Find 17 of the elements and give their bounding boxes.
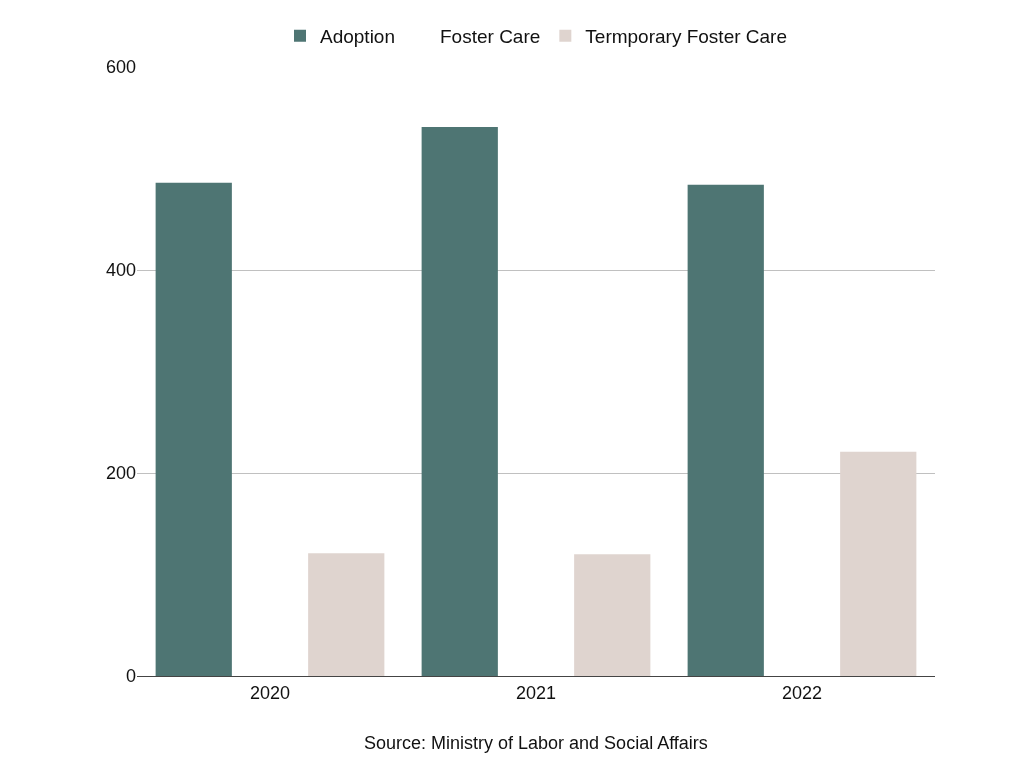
- bar: [574, 554, 651, 676]
- y-tick-label: 0: [125, 666, 136, 687]
- bar: [155, 182, 232, 676]
- bar: [840, 451, 917, 676]
- y-tick-label: 200: [105, 463, 136, 484]
- bar: [687, 184, 764, 676]
- legend-label: Termporary Foster Care: [585, 26, 787, 48]
- bar: [421, 126, 498, 676]
- x-tick-label: 2021: [515, 682, 557, 703]
- text: Foster Care: [440, 26, 541, 48]
- legend-label: Adoption: [320, 26, 396, 48]
- x-tick-label: 2020: [249, 682, 291, 703]
- y-tick-label: 600: [105, 57, 136, 78]
- y-tick-label: 400: [105, 260, 136, 281]
- x-tick-label: 2022: [781, 682, 823, 703]
- source-note: Source: Ministry of Labor and Social Affairs: [364, 733, 708, 753]
- bar: [308, 553, 385, 676]
